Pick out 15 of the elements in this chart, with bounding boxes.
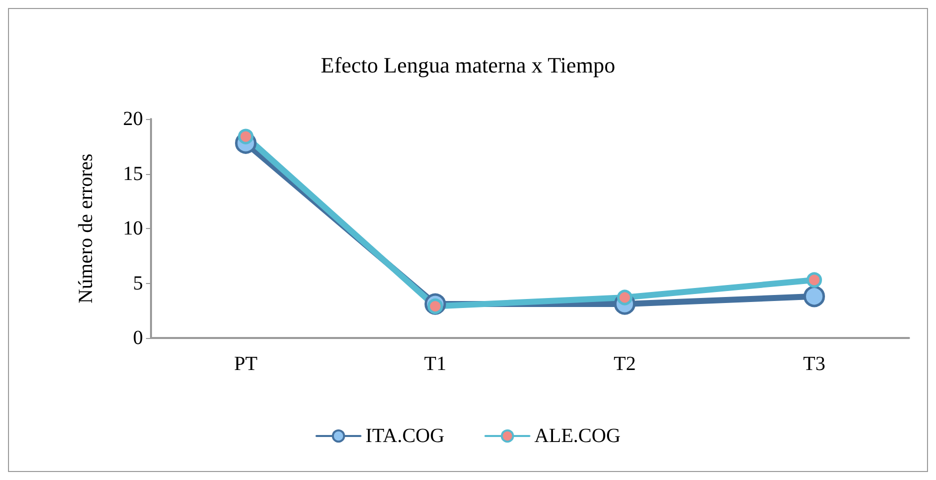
x-tick-label: T2 [614,353,636,375]
y-axis-title: Número de errores [75,153,97,304]
y-tick-label: 5 [133,272,143,294]
x-tick-label: T3 [803,353,826,375]
point [804,286,825,308]
y-tick-label: 0 [133,327,143,349]
y-tick-label: 10 [123,218,143,240]
legend-label: ALE.COG [534,425,621,447]
y-tick-label: 20 [123,108,143,130]
y-tick-label: 15 [123,162,143,185]
point [806,272,822,288]
x-tick-label: PT [234,353,258,375]
chart-title: Efecto Lengua materna x Tiempo [320,52,616,78]
legend-label: ITA.COG [365,425,444,447]
x-tick-label: T1 [424,353,446,375]
